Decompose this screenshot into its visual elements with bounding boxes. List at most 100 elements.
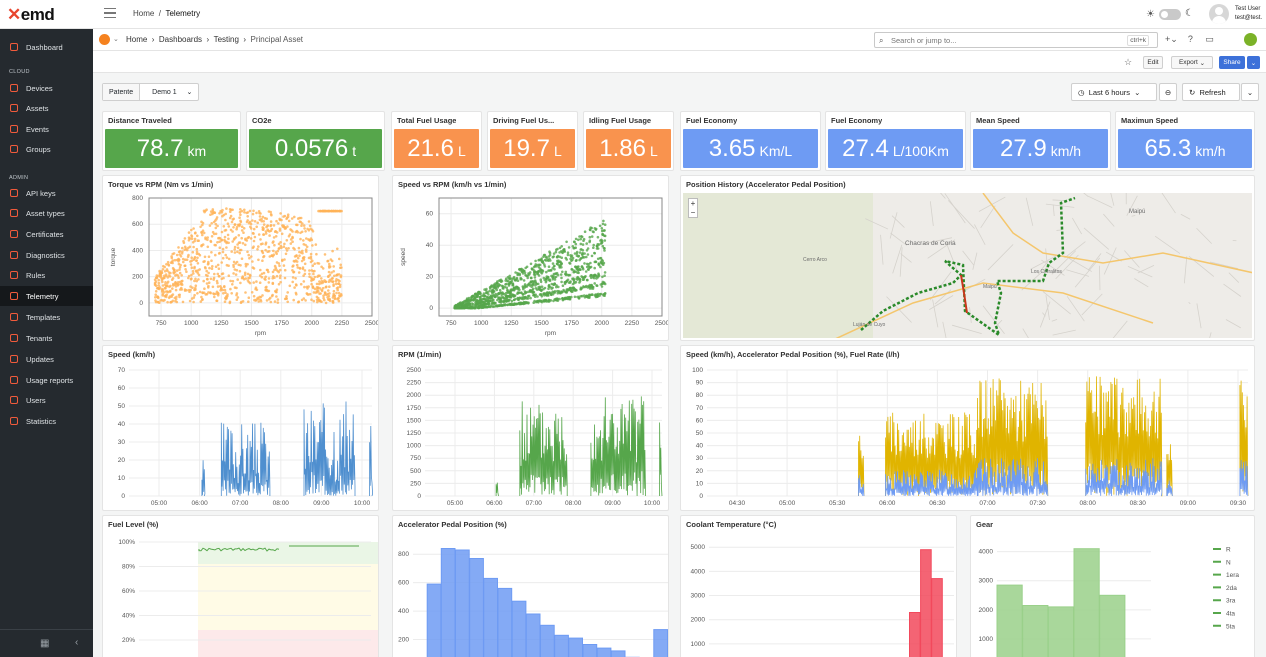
chevron-down-icon[interactable]: ⌄ (113, 36, 119, 43)
panel-title: Torque vs RPM (Nm vs 1/min) (108, 180, 214, 189)
sidebar-item-templates[interactable]: Templates (0, 307, 93, 327)
dashboard-icon (10, 43, 18, 51)
sidebar-item-updates[interactable]: Updates (0, 349, 93, 369)
tick-label: 0 (699, 493, 703, 500)
scatter-point (509, 295, 513, 299)
time-picker-button[interactable]: ◷ Last 6 hours ⌄ (1071, 83, 1157, 101)
scatter-point (275, 219, 278, 223)
sidebar-item-certificates[interactable]: Certificates (0, 224, 93, 244)
sidebar-item-tenants[interactable]: Tenants (0, 328, 93, 348)
grid-icon[interactable]: ▦ (40, 638, 50, 649)
panel-rpm[interactable]: RPM (1/min) 0 250 500 750 1000 1250 1500 1750 200… (392, 345, 669, 511)
scatter-point (294, 277, 297, 280)
zoom-out-button[interactable]: ⊖ (1159, 83, 1177, 101)
stat-panel[interactable]: Fuel Economy 3.65 Km/L (680, 111, 821, 171)
stat-panel[interactable]: Total Fuel Usage 21.6 L (391, 111, 482, 171)
stat-panel[interactable]: CO2e 0.0576 t (246, 111, 385, 171)
scatter-point (555, 285, 558, 289)
sidebar-item-api-keys[interactable]: API keys (0, 183, 93, 203)
tick-label: 2000 (304, 320, 319, 327)
scatter-point (543, 286, 547, 290)
scatter-point (231, 240, 234, 243)
share-dropdown-button[interactable]: ⌄ (1247, 56, 1260, 69)
user-avatar[interactable] (1209, 4, 1229, 24)
tick-label: 250 (410, 480, 421, 487)
panel-fuel[interactable]: Fuel Level (%) 20% 40% 60% 80% 100% (102, 515, 379, 657)
theme-toggle[interactable] (1159, 9, 1181, 20)
tick-label: 2000 (691, 617, 706, 624)
scatter-point (529, 276, 533, 280)
help-icon[interactable]: ? (1187, 34, 1193, 44)
scatter-point (578, 251, 582, 254)
scatter-point (193, 279, 196, 283)
scatter-point (259, 212, 262, 215)
stat-panel[interactable]: Idling Fuel Usage 1.86 L (583, 111, 674, 171)
breadcrumb-home[interactable]: Home (133, 9, 155, 18)
variable-patente[interactable]: Patente Demo 1 ⌄ (102, 83, 200, 101)
scatter-point (206, 238, 209, 242)
panel-torque[interactable]: Torque vs RPM (Nm vs 1/min) 750 1000 1250 15… (102, 175, 379, 341)
sidebar-item-diagnostics[interactable]: Diagnostics (0, 245, 93, 265)
sidebar-item-statistics[interactable]: Statistics (0, 411, 93, 431)
scatter-point (337, 299, 341, 303)
edit-button[interactable]: Edit (1143, 56, 1163, 69)
grafana-logo-icon[interactable] (99, 34, 110, 45)
stat-panel[interactable]: Maximun Speed 65.3 km/h (1115, 111, 1255, 171)
hamburger-menu-icon[interactable] (104, 8, 116, 18)
panel-gear[interactable]: Gear 1000 2000 3000 4000 R N 1era 2da 3ra 4ta 5ta (970, 515, 1255, 657)
refresh-interval-dropdown[interactable]: ⌄ (1241, 83, 1259, 101)
sidebar-item-groups[interactable]: Groups (0, 139, 93, 159)
panel-combo[interactable]: Speed (km/h), Accelerator Pedal Position… (680, 345, 1255, 511)
bc-testing[interactable]: Testing (213, 35, 239, 44)
scatter-point (180, 274, 183, 277)
scatter-point (232, 260, 236, 264)
sidebar-item-dashboard[interactable]: Dashboard (0, 37, 93, 57)
tick-label: 1250 (407, 430, 422, 437)
emd-logo[interactable]: ✕emd (7, 5, 55, 24)
bc-dashboards[interactable]: Dashboards (158, 35, 203, 44)
panel-coolant[interactable]: Coolant Temperature (°C) 1000 2000 3000 4000… (680, 515, 957, 657)
scatter-point (161, 277, 164, 280)
stat-panel[interactable]: Fuel Economy 27.4 L/100Km (825, 111, 966, 171)
scatter-point (220, 261, 223, 264)
stat-panel[interactable]: Distance Traveled 78.7 km (102, 111, 241, 171)
collapse-icon[interactable]: ‹ (75, 637, 79, 648)
refresh-button[interactable]: ↻ Refresh (1182, 83, 1240, 101)
panel-title: Fuel Economy (831, 116, 883, 125)
panel-speed[interactable]: Speed (km/h) 0 10 20 30 40 50 60 70 05:00 06:00 07:… (102, 345, 379, 511)
scatter-point (207, 255, 211, 258)
map-view[interactable]: Chacras de Coria Maipú Luján de Cuyo Los Co… (683, 193, 1252, 338)
news-icon[interactable]: ▭ (1205, 34, 1214, 44)
sidebar-item-events[interactable]: Events (0, 119, 93, 139)
map-zoom-control[interactable]: + − (688, 198, 698, 218)
sidebar-item-devices[interactable]: Devices (0, 78, 93, 98)
bc-home[interactable]: Home (126, 35, 148, 44)
scatter-point (202, 231, 206, 235)
add-icon[interactable]: +⌄ (1165, 34, 1178, 44)
scatter-point (300, 259, 304, 263)
sidebar-item-usage-reports[interactable]: Usage reports (0, 370, 93, 390)
export-button[interactable]: Export ⌄ (1171, 56, 1213, 69)
sidebar-item-assets[interactable]: Assets (0, 98, 93, 118)
panel-speedrpm[interactable]: Speed vs RPM (km/h vs 1/min) 750 1000 1250 1… (392, 175, 669, 341)
scatter-point (310, 276, 313, 280)
tick-label: 1000 (184, 320, 199, 327)
panel-pedal[interactable]: Accelerator Pedal Position (%) 200 400 600 8… (392, 515, 669, 657)
share-button[interactable]: Share (1219, 56, 1245, 69)
scatter-point (162, 291, 166, 294)
sidebar-item-telemetry[interactable]: Telemetry (0, 286, 93, 306)
sidebar-item-rules[interactable]: Rules (0, 265, 93, 285)
star-icon[interactable]: ☆ (1124, 57, 1133, 67)
stat-panel[interactable]: Mean Speed 27.9 km/h (970, 111, 1111, 171)
sidebar-item-asset-types[interactable]: Asset types (0, 203, 93, 223)
search-input[interactable]: ⌕ Search or jump to... ctrl+k (874, 32, 1158, 48)
variable-select[interactable]: Demo 1 ⌄ (140, 84, 198, 100)
sidebar-item-users[interactable]: Users (0, 390, 93, 410)
scatter-point (313, 287, 317, 291)
stat-panel[interactable]: Driving Fuel Us... 19.7 L (487, 111, 578, 171)
grafana-user-avatar[interactable] (1244, 33, 1257, 46)
map-street (1030, 253, 1061, 270)
user-info[interactable]: Test User test@test. (1235, 5, 1262, 23)
panel-map[interactable]: Position History (Accelerator Pedal Posi… (680, 175, 1255, 341)
moon-icon: ☾ (1185, 8, 1194, 19)
